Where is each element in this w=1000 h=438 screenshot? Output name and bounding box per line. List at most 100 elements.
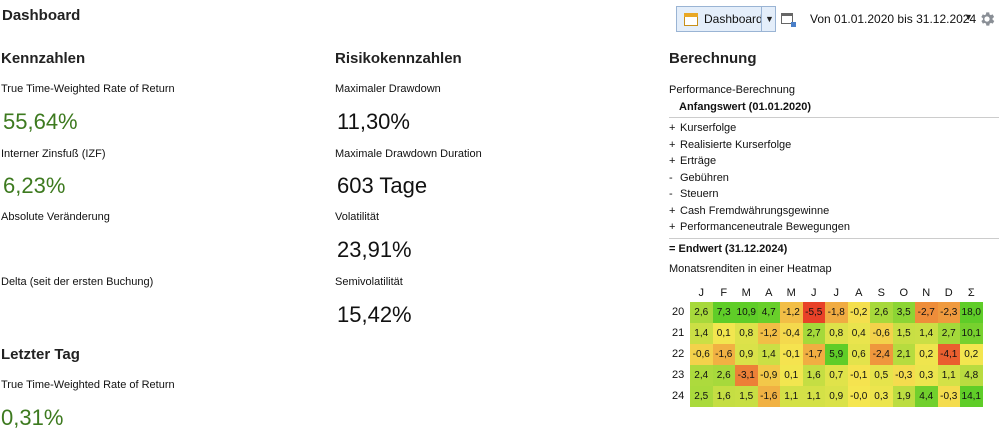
heatmap-cell[interactable]: 2,1 [892,344,915,365]
chevron-down-icon[interactable]: ▼ [765,14,774,24]
heatmap-cell[interactable]: 1,5 [735,386,758,407]
heatmap-cell[interactable]: 4,7 [757,302,780,323]
heatmap-cell[interactable]: 2,6 [690,302,713,323]
calc-item[interactable]: + Cash Fremdwährungsgewinne [669,203,999,220]
heatmap-cell[interactable]: -1,7 [802,344,825,365]
heatmap-row: 22 -0,6 -1,6 0,9 1,4 -0,1 -1,7 5,9 0,6 -2,4 2,1 0,2… [672,344,983,365]
twr-value: 55,64% [3,109,78,134]
max-drawdown-label: Maximaler Drawdown [335,83,441,95]
heatmap-cell[interactable]: 0,2 [915,344,938,365]
heatmap-month-label: J [833,287,840,299]
heatmap-cell[interactable]: 1,4 [690,323,713,344]
heatmap-cell[interactable]: 4,8 [960,365,983,386]
calc-item[interactable]: + Erträge [669,153,999,170]
heatmap-cell[interactable]: 0,8 [735,323,758,344]
heatmap-cell[interactable]: -0,3 [892,365,915,386]
end-value-row[interactable]: = Endwert (31.12.2024) [669,242,788,255]
monthly-returns-heatmap: J F M A M J J A S O N D Σ 20 2,6 7,3 10,9 4,7 -1,2 -5,5 -1,8… [672,284,983,407]
letzter-tag-title: Letzter Tag [1,346,80,363]
heatmap-row: 24 2,5 1,6 1,5 -1,6 1,1 1,1 0,9 -0,0 0,3 1,9 4,4 -0,… [672,386,983,407]
heatmap-cell[interactable]: 0,9 [825,386,848,407]
calc-item[interactable]: + Kurserfolge [669,120,999,137]
heatmap-cell[interactable]: 10,9 [735,302,758,323]
heatmap-cell[interactable]: 1,6 [712,386,735,407]
heatmap-cell[interactable]: 18,0 [960,302,983,323]
calc-item[interactable]: - Steuern [669,186,999,203]
heatmap-cell[interactable]: 1,6 [802,365,825,386]
heatmap-month-label: O [899,287,909,299]
heatmap-cell[interactable]: 0,4 [847,323,870,344]
heatmap-cell[interactable]: 14,1 [960,386,983,407]
heatmap-cell[interactable]: 0,6 [847,344,870,365]
heatmap-cell[interactable]: 7,3 [712,302,735,323]
heatmap-cell[interactable]: 0,8 [825,323,848,344]
heatmap-cell[interactable]: 2,5 [690,386,713,407]
heatmap-cell[interactable]: -0,0 [847,386,870,407]
start-value-row[interactable]: Anfangswert (01.01.2020) [679,100,812,113]
heatmap-cell[interactable]: 0,3 [915,365,938,386]
heatmap-cell[interactable]: 1,4 [757,344,780,365]
heatmap-cell[interactable]: 3,5 [892,302,915,323]
heatmap-cell[interactable]: 2,6 [870,302,893,323]
heatmap-cell[interactable]: -0,1 [780,344,803,365]
heatmap-year-label: 23 [672,369,685,381]
last-day-twr-label: True Time-Weighted Rate of Return [1,379,175,391]
heatmap-cell[interactable]: 5,9 [825,344,848,365]
heatmap-cell[interactable]: 1,5 [892,323,915,344]
heatmap-cell[interactable]: 0,7 [825,365,848,386]
heatmap-cell[interactable]: -5,5 [802,302,825,323]
heatmap-cell[interactable]: -1,8 [825,302,848,323]
heatmap-cell[interactable]: 0,1 [780,365,803,386]
heatmap-cell[interactable]: -0,6 [870,323,893,344]
heatmap-cell[interactable]: 1,1 [937,365,960,386]
window-icon[interactable] [781,13,796,27]
heatmap-row: 23 2,4 2,6 -3,1 -0,9 0,1 1,6 0,7 -0,1 0,5 -0,3 0,3 1… [672,365,983,386]
gear-icon[interactable] [978,10,996,28]
max-drawdown-value: 11,30% [337,109,410,134]
heatmap-cell[interactable]: 0,9 [735,344,758,365]
heatmap-month-label: S [877,287,885,299]
calc-item-label: Cash Fremdwährungsgewinne [680,204,830,217]
heatmap-cell[interactable]: 1,4 [915,323,938,344]
heatmap-cell[interactable]: 0,3 [870,386,893,407]
heatmap-cell[interactable]: 10,1 [960,323,983,344]
heatmap-cell[interactable]: -0,9 [757,365,780,386]
heatmap-cell[interactable]: 2,6 [712,365,735,386]
calc-item[interactable]: + Realisierte Kurserfolge [669,137,999,154]
heatmap-cell[interactable]: -0,4 [780,323,803,344]
heatmap-cell[interactable]: 1,1 [802,386,825,407]
calc-item[interactable]: - Gebühren [669,170,999,187]
heatmap-cell[interactable]: -1,6 [757,386,780,407]
heatmap-month-label: D [944,287,953,299]
heatmap-cell[interactable]: 0,1 [712,323,735,344]
calendar-icon [684,12,698,26]
heatmap-cell[interactable]: 1,1 [780,386,803,407]
heatmap-cell[interactable]: 0,2 [960,344,983,365]
heatmap-cell[interactable]: 0,5 [870,365,893,386]
delta-label: Delta (seit der ersten Buchung) [1,276,154,288]
heatmap-cell[interactable]: -0,6 [690,344,713,365]
heatmap-cell[interactable]: -2,3 [937,302,960,323]
heatmap-cell[interactable]: -3,1 [735,365,758,386]
heatmap-cell[interactable]: -1,6 [712,344,735,365]
heatmap-cell[interactable]: 2,4 [690,365,713,386]
date-range-select[interactable]: Von 01.01.2020 bis 31.12.2024 [810,12,977,26]
date-range-chevron-down-icon[interactable]: ▼ [964,12,973,22]
heatmap-cell[interactable]: 1,9 [892,386,915,407]
heatmap-cell[interactable]: -0,2 [847,302,870,323]
heatmap-cell[interactable]: 4,4 [915,386,938,407]
heatmap-cell[interactable]: -1,2 [780,302,803,323]
calc-item[interactable]: + Performanceneutrale Bewegungen [669,219,999,236]
heatmap-cell[interactable]: -0,1 [847,365,870,386]
heatmap-cell[interactable]: -4,1 [937,344,960,365]
heatmap-cell[interactable]: -1,2 [757,323,780,344]
heatmap-cell[interactable]: 2,7 [937,323,960,344]
heatmap-cell[interactable]: -2,7 [915,302,938,323]
max-drawdown-duration-label: Maximale Drawdown Duration [335,148,482,160]
heatmap-cell[interactable]: -2,4 [870,344,893,365]
dashboard-select[interactable]: Dashboard ▼ [676,6,776,32]
risikokennzahlen-title: Risikokennzahlen [335,50,462,67]
heatmap-cell[interactable]: -0,3 [937,386,960,407]
calc-item-label: Erträge [680,155,717,167]
heatmap-cell[interactable]: 2,7 [802,323,825,344]
